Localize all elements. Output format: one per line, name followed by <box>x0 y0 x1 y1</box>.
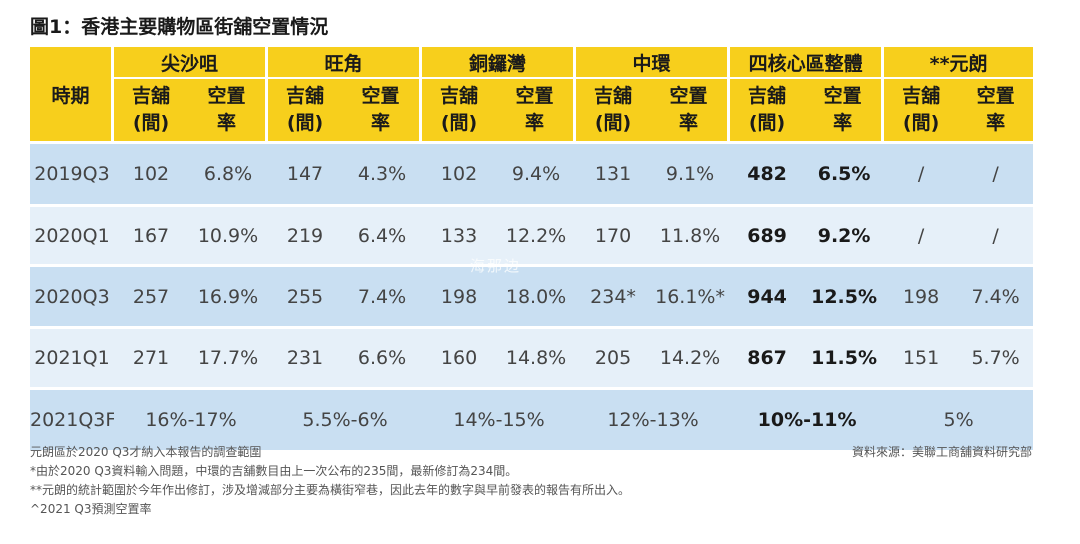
period-cell: 2021Q1 <box>30 326 114 387</box>
district-header: 銅鑼灣 <box>422 47 577 79</box>
table-cell: 4.3% <box>342 141 423 204</box>
forecast-cell: 16%-17% <box>114 387 269 450</box>
vacant-shops-header: 吉舖 (間) <box>114 79 188 141</box>
table-cell: 16.1%* <box>650 264 731 326</box>
table-cell: 255 <box>268 264 343 326</box>
footnote: *由於2020 Q3資料輸入問題，中環的吉舖數目由上一次公布的235間，最新修訂… <box>30 464 518 478</box>
table-cell: 11.5% <box>804 326 885 387</box>
vacant-shops-header: 吉舖 (間) <box>576 79 651 141</box>
period-cell: 2019Q3 <box>30 141 114 204</box>
footnote: 元朗區於2020 Q3才納入本報告的調查範圍 <box>30 445 262 459</box>
forecast-row: 2021Q3F^16%-17%5.5%-6%14%-15%12%-13%10%-… <box>30 387 1034 450</box>
table-cell: / <box>884 204 959 264</box>
table-cell: 6.8% <box>188 141 269 204</box>
table-cell: 231 <box>268 326 343 387</box>
table-cell: 17.7% <box>188 326 269 387</box>
table-row: 2019Q3 102 6.8% 147 4.3% 102 9.4% 131 9.1% 482 6.5… <box>30 141 1034 204</box>
table-cell: 689 <box>730 204 805 264</box>
vacant-shops-header: 吉舖 (間) <box>268 79 343 141</box>
table-cell: 133 <box>422 204 497 264</box>
table-cell: 16.9% <box>188 264 269 326</box>
table-cell: 18.0% <box>496 264 577 326</box>
forecast-cell: 5% <box>884 387 1034 450</box>
watermark: 海那边 <box>470 257 522 275</box>
table-cell: 14.8% <box>496 326 577 387</box>
vacancy-rate-header: 空置率 <box>804 79 885 141</box>
data-source: 資料來源：美聯工商舖資料研究部 <box>851 445 1032 459</box>
table-cell: 9.1% <box>650 141 731 204</box>
table-cell: 102 <box>114 141 188 204</box>
table-cell: 205 <box>576 326 651 387</box>
forecast-cell: 14%-15% <box>422 387 577 450</box>
table-cell: 151 <box>884 326 959 387</box>
vacancy-rate-header: 空置率 <box>496 79 577 141</box>
footnote: ^2021 Q3預測空置率 <box>30 502 152 516</box>
vacant-shops-header: 吉舖 (間) <box>422 79 497 141</box>
district-header: 四核心區整體 <box>730 47 885 79</box>
period-cell: 2021Q3F^ <box>30 387 114 450</box>
period-cell: 2020Q1 <box>30 204 114 264</box>
table-cell: 11.8% <box>650 204 731 264</box>
table-cell: 12.2% <box>496 204 577 264</box>
footnotes: 元朗區於2020 Q3才納入本報告的調查範圍 *由於2020 Q3資料輸入問題，… <box>30 443 630 519</box>
table-cell: 14.2% <box>650 326 731 387</box>
table-row: 2021Q1 271 17.7% 231 6.6% 160 14.8% 205 14.2% 867… <box>30 326 1034 387</box>
table-cell: 12.5% <box>804 264 885 326</box>
table-cell: 9.4% <box>496 141 577 204</box>
vacancy-rate-header: 空置率 <box>958 79 1034 141</box>
district-header: 旺角 <box>268 47 423 79</box>
period-cell: 2020Q3 <box>30 264 114 326</box>
table-cell: / <box>958 141 1034 204</box>
table-cell: 219 <box>268 204 343 264</box>
figure-title: 圖1：香港主要購物區街舖空置情況 <box>30 16 329 38</box>
table-cell: / <box>884 141 959 204</box>
table-cell: 198 <box>422 264 497 326</box>
forecast-cell: 12%-13% <box>576 387 731 450</box>
forecast-cell: 5.5%-6% <box>268 387 423 450</box>
table-cell: 944 <box>730 264 805 326</box>
table-cell: 867 <box>730 326 805 387</box>
forecast-cell: 10%-11% <box>730 387 885 450</box>
table-cell: 6.4% <box>342 204 423 264</box>
table-cell: / <box>958 204 1034 264</box>
table-cell: 234* <box>576 264 651 326</box>
vacancy-rate-header: 空置率 <box>188 79 269 141</box>
table-cell: 482 <box>730 141 805 204</box>
vacancy-rate-header: 空置率 <box>650 79 731 141</box>
table-cell: 6.5% <box>804 141 885 204</box>
table-cell: 170 <box>576 204 651 264</box>
table-row: 2020Q1 167 10.9% 219 6.4% 133 12.2% 170 11.8% 689… <box>30 204 1034 264</box>
table-cell: 5.7% <box>958 326 1034 387</box>
vacancy-rate-header: 空置率 <box>342 79 423 141</box>
table-cell: 160 <box>422 326 497 387</box>
vacant-shops-header: 吉舖 (間) <box>730 79 805 141</box>
table-cell: 167 <box>114 204 188 264</box>
table-cell: 271 <box>114 326 188 387</box>
table-cell: 6.6% <box>342 326 423 387</box>
district-header: 中環 <box>576 47 731 79</box>
table-cell: 7.4% <box>958 264 1034 326</box>
table-cell: 147 <box>268 141 343 204</box>
district-header: **元朗 <box>884 47 1034 79</box>
table-cell: 131 <box>576 141 651 204</box>
table-row: 2020Q3 257 16.9% 255 7.4% 198 18.0% 234* 16.1%* 9… <box>30 264 1034 326</box>
footnote: **元朗的統計範圍於今年作出修訂，涉及增減部分主要為橫街窄巷，因此去年的數字與早… <box>30 483 631 497</box>
vacancy-table: 時期 尖沙咀 旺角 銅鑼灣 中環 四核心區整體 **元朗 吉舖 (間) 空置率吉舖(… <box>30 47 1034 450</box>
table-cell: 257 <box>114 264 188 326</box>
table-cell: 9.2% <box>804 204 885 264</box>
vacant-shops-header: 吉舖 (間) <box>884 79 959 141</box>
district-header: 尖沙咀 <box>114 47 269 79</box>
table-cell: 7.4% <box>342 264 423 326</box>
table-cell: 102 <box>422 141 497 204</box>
period-header: 時期 <box>30 47 114 141</box>
table-cell: 10.9% <box>188 204 269 264</box>
table-cell: 198 <box>884 264 959 326</box>
